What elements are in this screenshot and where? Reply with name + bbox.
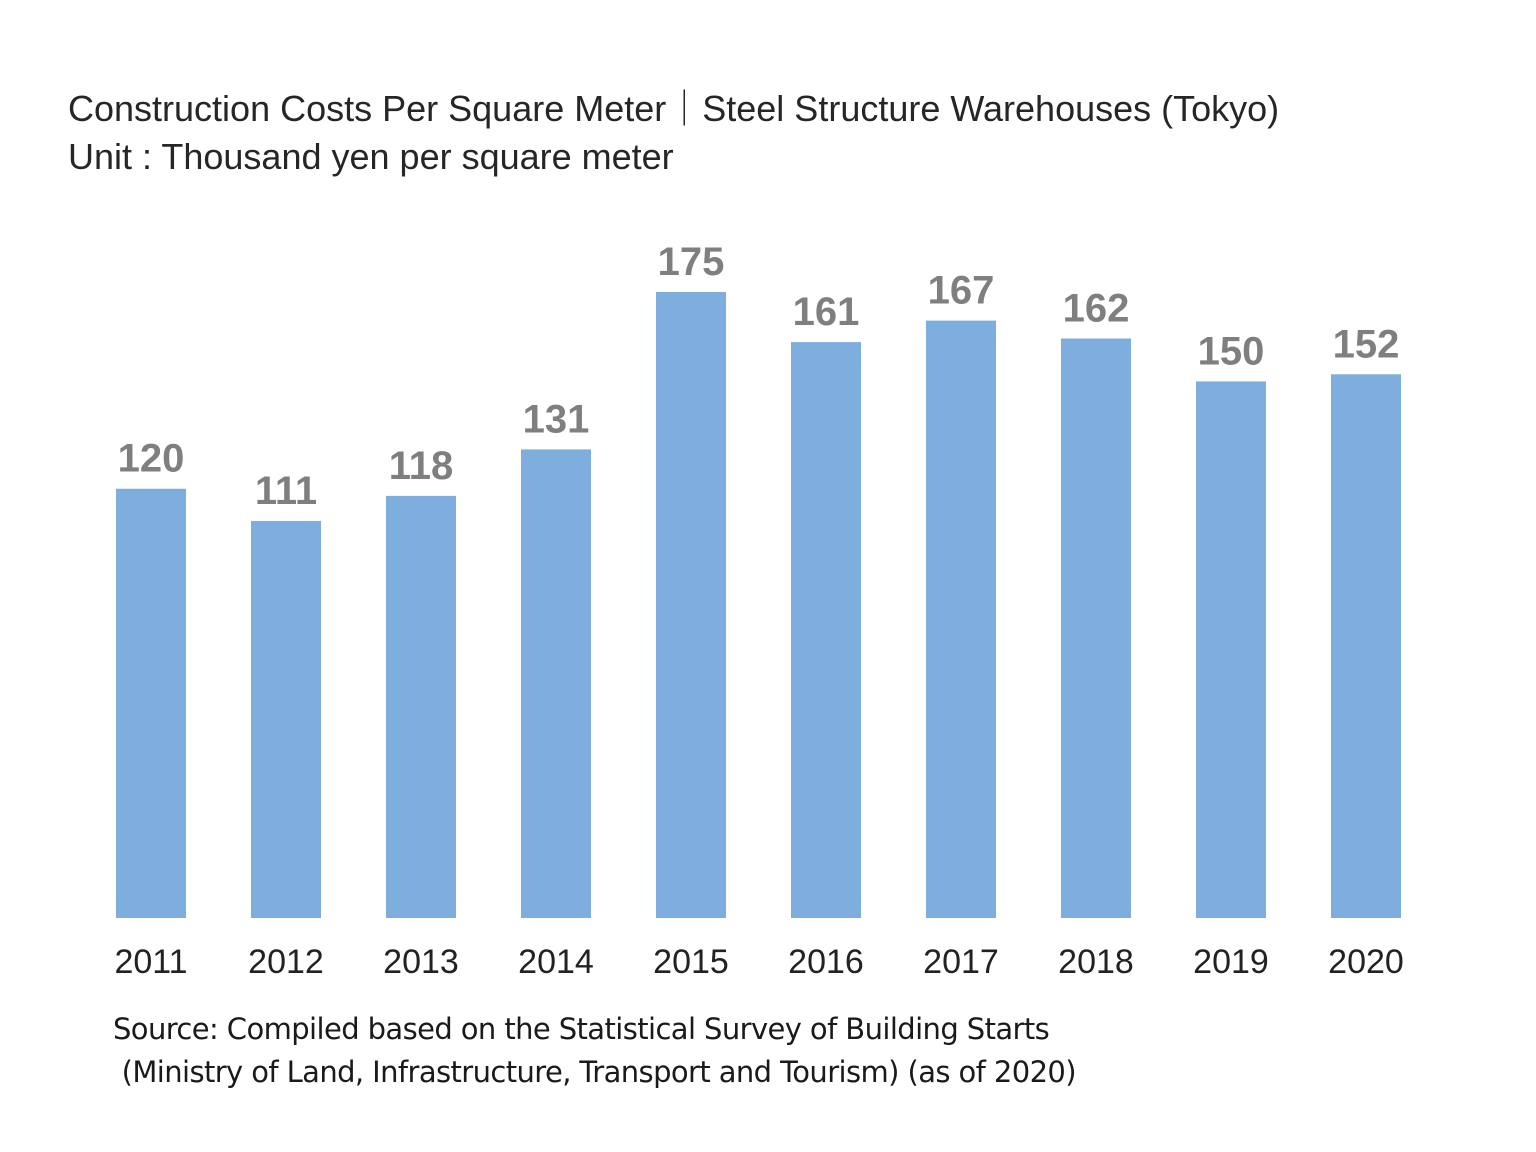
data-label-2013: 118 xyxy=(389,444,454,488)
x-tick-label: 2018 xyxy=(1058,943,1134,981)
x-tick-label: 2017 xyxy=(923,943,999,981)
chart-title: Construction Costs Per Square Meter｜Stee… xyxy=(68,88,1280,129)
x-tick-label: 2014 xyxy=(518,943,594,981)
data-label-2019: 150 xyxy=(1198,329,1265,373)
source-note: Source: Compiled based on the Statistica… xyxy=(113,1008,1077,1094)
x-tick-label: 2015 xyxy=(653,943,729,981)
bar-2013 xyxy=(386,495,456,918)
data-label-2017: 167 xyxy=(928,269,995,313)
chart-subtitle: Unit : Thousand yen per square meter xyxy=(68,136,674,177)
x-tick-label: 2013 xyxy=(383,943,459,981)
bar-2012 xyxy=(251,520,321,918)
data-label-2011: 120 xyxy=(118,437,185,481)
x-tick-label: 2012 xyxy=(248,943,324,981)
bar-2017 xyxy=(926,320,996,918)
bar-2019 xyxy=(1196,381,1266,918)
bar-2011 xyxy=(116,488,186,918)
data-label-2020: 152 xyxy=(1333,322,1400,366)
x-tick-label: 2016 xyxy=(788,943,864,981)
source-line-1: Source: Compiled based on the Statistica… xyxy=(113,1012,1050,1046)
data-label-2015: 175 xyxy=(658,240,725,284)
data-label-2018: 162 xyxy=(1063,287,1130,331)
source-line-2: (Ministry of Land, Infrastructure, Trans… xyxy=(113,1055,1077,1089)
x-tick-label: 2019 xyxy=(1193,943,1269,981)
x-tick-label: 2020 xyxy=(1328,943,1404,981)
x-tick-label: 2011 xyxy=(114,943,187,981)
bar-2020 xyxy=(1331,374,1401,918)
bar-2015 xyxy=(656,292,726,918)
data-label-2014: 131 xyxy=(523,397,590,441)
data-label-2016: 161 xyxy=(793,290,860,334)
bar-2016 xyxy=(791,342,861,919)
bar-2014 xyxy=(521,449,591,918)
bar-2018 xyxy=(1061,338,1131,918)
data-label-2012: 111 xyxy=(255,469,317,513)
